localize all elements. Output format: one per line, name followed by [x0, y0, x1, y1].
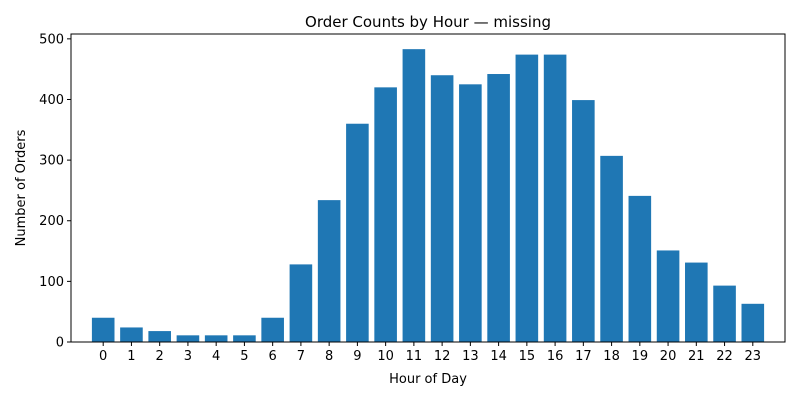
- x-tick-label: 16: [547, 349, 564, 364]
- plot-frame: [70, 33, 786, 343]
- x-tick-label: 19: [632, 349, 649, 364]
- x-tick-label: 18: [603, 349, 620, 364]
- x-tick-label: 3: [184, 349, 192, 364]
- bar-hour-13: [459, 84, 482, 342]
- bar-hour-0: [91, 317, 115, 342]
- x-tick-label: 8: [325, 349, 333, 364]
- bar-hour-23: [741, 303, 765, 342]
- x-tick-label: 22: [716, 349, 733, 364]
- x-axis-label: Hour of Day: [389, 372, 467, 387]
- y-tick-label: 300: [39, 154, 64, 169]
- x-tick-label: 10: [377, 349, 394, 364]
- bar-hour-3: [176, 335, 200, 342]
- x-tick-label: 21: [688, 349, 705, 364]
- bar-hour-22: [713, 285, 736, 342]
- y-tick-label: 100: [39, 275, 64, 290]
- bar-hour-16: [543, 54, 567, 343]
- x-tick-label: 1: [127, 349, 135, 364]
- bar-hour-21: [685, 262, 708, 342]
- bar-hour-17: [572, 100, 595, 343]
- bar-hour-5: [233, 335, 256, 342]
- x-tick-label: 15: [519, 349, 536, 364]
- bar-hour-10: [374, 87, 397, 342]
- bar-hour-1: [120, 327, 143, 342]
- bar-hour-11: [402, 49, 426, 343]
- x-tick-label: 20: [660, 349, 677, 364]
- x-tick-label: 13: [462, 349, 479, 364]
- x-tick-label: 9: [353, 349, 361, 364]
- bar-hour-6: [261, 317, 284, 342]
- x-tick-label: 11: [406, 349, 423, 364]
- bar-hour-14: [487, 74, 510, 342]
- x-tick-label: 4: [212, 349, 220, 364]
- x-tick-label: 2: [156, 349, 164, 364]
- x-tick-label: 7: [297, 349, 305, 364]
- bar-hour-12: [430, 75, 454, 343]
- y-axis: 0 100 200 300 400 500: [39, 32, 71, 351]
- bar-hour-2: [148, 331, 171, 342]
- x-tick-label: 5: [240, 349, 248, 364]
- y-tick-label: 400: [39, 93, 64, 108]
- x-tick-label: 6: [269, 349, 277, 364]
- y-axis-label: Number of Orders: [14, 129, 29, 246]
- y-tick-label: 500: [39, 32, 64, 47]
- bar-hour-4: [204, 335, 228, 342]
- bar-hour-18: [600, 155, 623, 342]
- bar-hour-20: [656, 250, 680, 342]
- bar-hour-9: [346, 123, 369, 342]
- y-tick-label: 0: [56, 336, 64, 351]
- bar-hour-19: [628, 195, 652, 342]
- x-tick-label: 14: [490, 349, 507, 364]
- y-tick-label: 200: [39, 214, 64, 229]
- x-tick-label: 12: [434, 349, 451, 364]
- chart-title: Order Counts by Hour — missing: [305, 13, 551, 31]
- bar-hour-8: [317, 200, 341, 342]
- bar-hour-15: [515, 54, 539, 343]
- x-axis: 0 1 2 3 4 5 6 7 8 9 10 11 12 13 14 15 16 17 18 19 20 21 22 23: [99, 342, 761, 364]
- x-tick-label: 23: [745, 349, 762, 364]
- bar-hour-7: [289, 264, 313, 342]
- x-tick-label: 17: [575, 349, 592, 364]
- bars-group: [91, 49, 765, 343]
- x-tick-label: 0: [99, 349, 107, 364]
